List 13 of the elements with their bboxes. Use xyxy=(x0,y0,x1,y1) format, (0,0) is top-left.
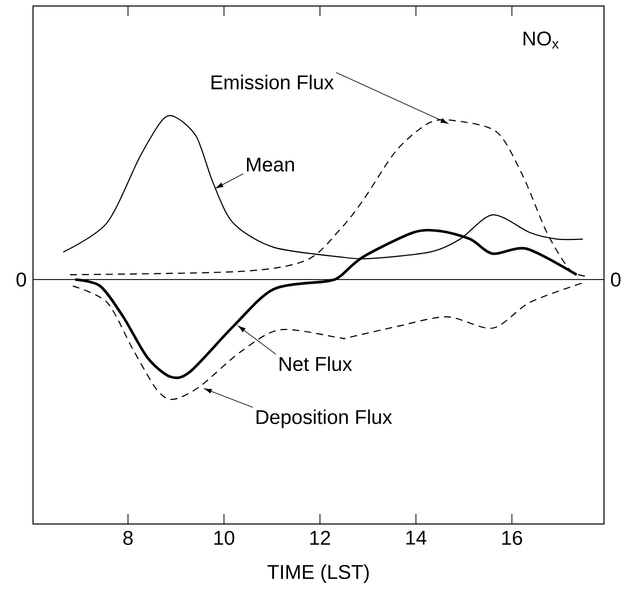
text: 0 xyxy=(16,272,26,287)
x-tick-label: 10 xyxy=(214,530,234,545)
text: 0 xyxy=(610,272,621,287)
legend-label: Net Flux xyxy=(280,356,352,372)
x-axis-title: TIME (LST) xyxy=(267,564,369,583)
x-tick-label: 12 xyxy=(310,530,330,545)
x-tick-label: 14 xyxy=(406,530,426,545)
x-tick-label: 16 xyxy=(502,530,522,545)
x-tick-label: 8 xyxy=(123,530,133,545)
chart-title: NO$_{x}$ xyxy=(524,31,559,48)
text: Deposition Flux xyxy=(256,409,392,428)
series-label: Mean xyxy=(247,158,294,172)
text: Emission Flux xyxy=(212,74,334,90)
